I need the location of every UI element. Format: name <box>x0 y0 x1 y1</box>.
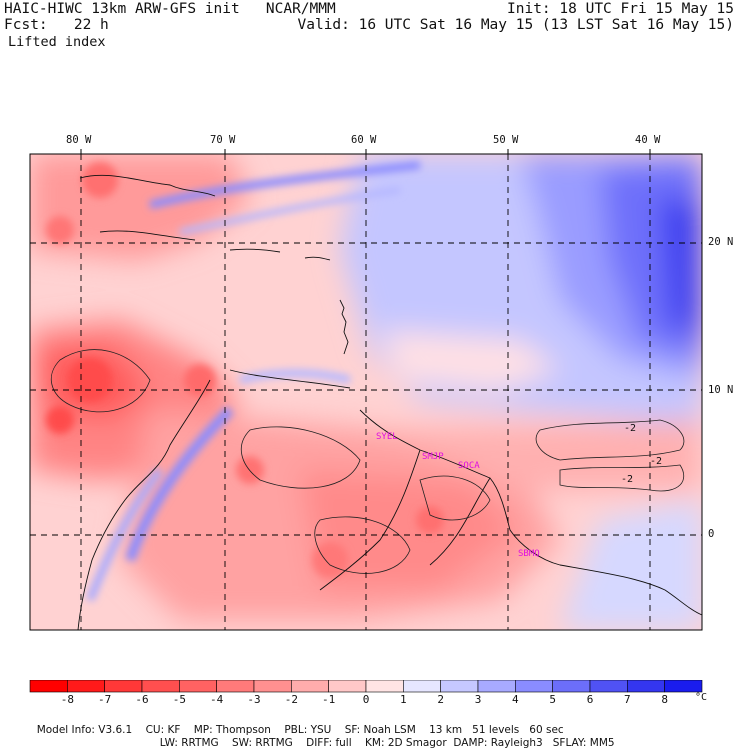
footer-item: DIFF: full <box>306 737 352 749</box>
colorbar-tick-label: 7 <box>624 693 631 706</box>
colorbar-tick-label: 8 <box>661 693 668 706</box>
colorbar-box <box>253 680 292 693</box>
colorbar-box <box>141 680 180 693</box>
contour-label: -2 <box>650 456 663 467</box>
footer-item: SW: RRTMG <box>232 737 293 749</box>
colorbar-tick-label: 3 <box>474 693 482 706</box>
colorbar-tick-label: -7 <box>98 693 112 706</box>
colorbar-tick-label: 4 <box>512 693 519 706</box>
lat-label: 20 N <box>708 236 734 248</box>
colorbar-box <box>477 680 516 693</box>
station-label: SBMQ <box>518 549 540 559</box>
graticule <box>30 154 702 630</box>
colorbar-box <box>627 680 665 693</box>
lon-label: 60 W <box>351 134 377 146</box>
contour-lines <box>51 349 685 574</box>
colorbar-box <box>29 680 68 693</box>
contour-label: -2 <box>624 423 637 434</box>
footer-item: PBL: YSU <box>284 724 332 736</box>
lat-label: 10 N <box>708 384 734 396</box>
colorbar-box <box>664 680 703 693</box>
lon-label: 40 W <box>635 134 661 146</box>
colorbar-tick-label: 0 <box>362 693 370 706</box>
colorbar-unit: °C <box>695 692 708 703</box>
colorbar-box <box>403 680 441 693</box>
colorbar-box <box>179 680 217 693</box>
colorbar-tick-label: -4 <box>210 693 224 706</box>
colorbar-tick-label: 1 <box>400 693 407 706</box>
contour-label: -2 <box>621 474 634 485</box>
coastlines <box>77 174 702 630</box>
lat-label: 0 <box>708 528 715 540</box>
colorbar-tick-label: 5 <box>549 693 556 706</box>
lon-label: 70 W <box>210 134 236 146</box>
colorbar-box <box>291 680 329 693</box>
colorbar-box <box>216 680 255 693</box>
footer-item: LW: RRTMG <box>159 737 219 749</box>
footer-item: 60 sec <box>529 724 564 736</box>
colorbar-tick-label: 6 <box>586 693 594 706</box>
valid-time: Valid: 16 UTC Sat 16 May 15 (13 LST Sat … <box>297 17 735 33</box>
station-label: SYEL <box>376 432 398 442</box>
init-time: Init: 18 UTC Fri 15 May 15 <box>507 1 734 17</box>
colorbar-tick-label: -3 <box>247 693 261 706</box>
colorbar-tick-label: -2 <box>284 693 298 706</box>
colorbar-box <box>552 680 591 693</box>
colorbar-tick-label: -8 <box>60 693 74 706</box>
footer-item: 51 levels <box>472 724 520 736</box>
footer-item: CU: KF <box>145 724 181 736</box>
footer-item: KM: 2D Smagor <box>365 737 447 749</box>
colorbar-tick-label: -1 <box>322 693 336 706</box>
colorbar-box <box>589 680 628 693</box>
colorbar-tick-label: -6 <box>135 693 149 706</box>
field-name: Lifted index <box>8 34 106 50</box>
footer-item: MP: Thompson <box>193 724 271 736</box>
footer-item: DAMP: Rayleigh3 <box>453 737 543 749</box>
colorbar <box>29 680 703 693</box>
model-info-line1: Model Info: V3.6.1 CU: KF MP: Thompson P… <box>30 712 564 736</box>
colorbar-tick-label: 2 <box>437 693 444 706</box>
station-label: SOCA <box>458 461 480 471</box>
footer-item: SF: Noah LSM <box>344 724 416 736</box>
model-info-line2: LW: RRTMG SW: RRTMG DIFF: full KM: 2D Sm… <box>153 725 615 749</box>
colorbar-box <box>67 680 105 693</box>
colorbar-tick-label: -5 <box>172 693 186 706</box>
colorbar-box <box>515 680 553 693</box>
colorbar-box <box>104 680 143 693</box>
lon-label: 50 W <box>493 134 519 146</box>
colorbar-box <box>328 680 367 693</box>
footer-item: 13 km <box>429 724 463 736</box>
forecast-hour: Fcst: 22 h <box>4 17 109 33</box>
colorbar-box <box>365 680 404 693</box>
lon-ticks <box>80 149 651 154</box>
colorbar-box <box>440 680 479 693</box>
station-label: SMJP <box>422 452 444 462</box>
lon-label: 80 W <box>66 134 92 146</box>
model-title: HAIC-HIWC 13km ARW-GFS init NCAR/MMM <box>4 1 336 17</box>
footer-item: SFLAY: MM5 <box>552 737 615 749</box>
footer-item: Model Info: V3.6.1 <box>36 724 133 736</box>
